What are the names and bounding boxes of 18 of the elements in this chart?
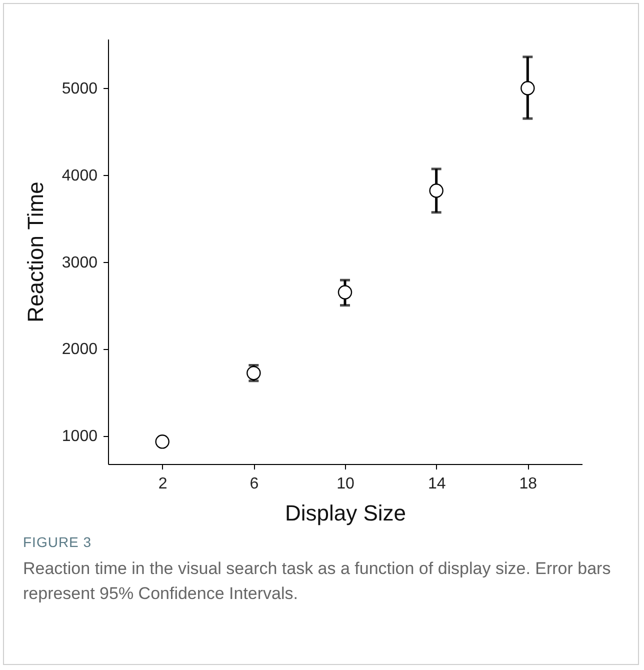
point <box>429 184 444 198</box>
y-tick-label: 4000 <box>62 168 98 185</box>
caption: FIGURE 3 <box>23 534 93 550</box>
x-tick-label: 14 <box>428 476 446 492</box>
y-tick-label: 1000 <box>62 428 98 446</box>
point <box>520 81 535 96</box>
y-tick-label: 3000 <box>62 254 98 272</box>
y-tick-label: 2000 <box>62 341 98 358</box>
x-axis-title: Display Size <box>284 500 406 526</box>
text: Reaction time in the visual search task as a function of display size. Error bars represent 95% Confidence Intervals. <box>23 558 612 605</box>
x-tick-label: 18 <box>519 476 538 492</box>
y-tick-label: 5000 <box>62 80 98 98</box>
y-axis-title: Reaction Time <box>22 182 48 322</box>
point <box>338 285 352 300</box>
x-tick-label: 10 <box>336 476 354 492</box>
x-tick-label: 6 <box>250 476 259 492</box>
x-tick-label: 2 <box>158 476 168 492</box>
point <box>155 434 170 449</box>
